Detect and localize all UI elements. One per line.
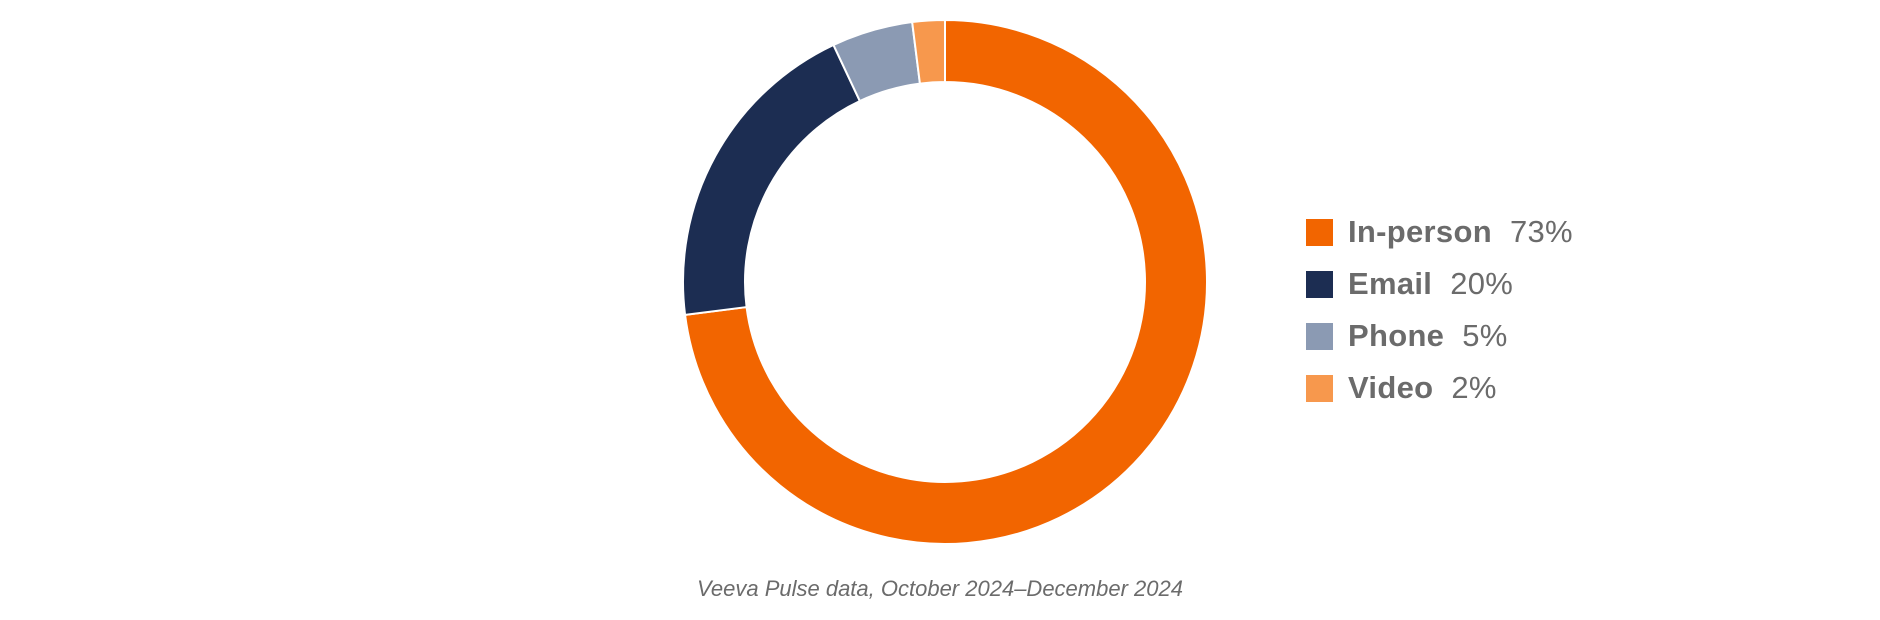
source-note: Veeva Pulse data, October 2024–December … [697, 576, 1183, 601]
legend-item-phone: Phone 5% [1306, 310, 1726, 362]
donut-slice-email [682, 43, 862, 316]
legend-label-phone: Phone [1348, 318, 1445, 353]
legend-item-video: Video 2% [1306, 362, 1726, 414]
legend-swatch-phone [1306, 322, 1333, 350]
legend-value-in-person: 73% [1509, 214, 1573, 249]
legend-value-phone: 5% [1462, 318, 1508, 353]
legend-label-email: Email [1348, 266, 1433, 301]
legend-item-email: Email 20% [1306, 258, 1726, 310]
donut-slice-video [911, 18, 946, 85]
donut-slice-in-person [683, 18, 1208, 545]
legend-item-in-person: In-person 73% [1306, 206, 1726, 258]
legend-swatch-in-person [1306, 218, 1333, 246]
donut-slices [682, 18, 1208, 545]
legend-swatch-email [1306, 270, 1333, 298]
legend-label-in-person: In-person [1348, 214, 1492, 249]
legend-swatch-video [1306, 374, 1333, 402]
legend-value-video: 2% [1451, 370, 1497, 405]
chart-legend: In-person 73% Email 20% Phone 5% Video 2… [1306, 206, 1726, 414]
legend-label-video: Video [1348, 370, 1434, 405]
legend-value-email: 20% [1450, 266, 1514, 301]
